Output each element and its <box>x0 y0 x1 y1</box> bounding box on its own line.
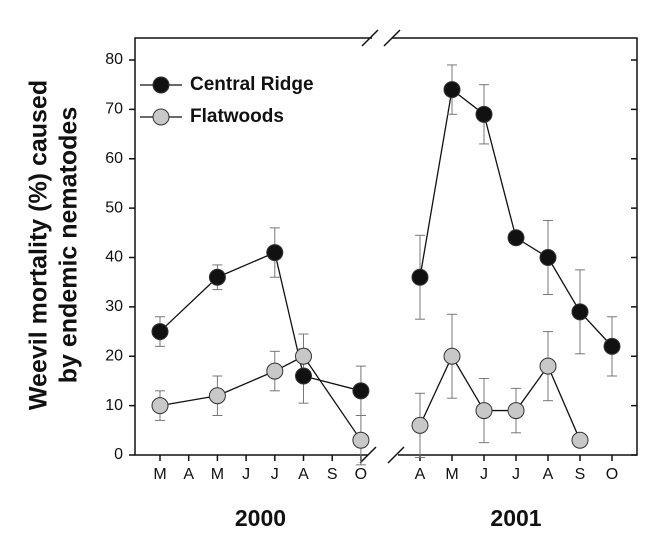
marker <box>507 229 525 247</box>
marker <box>266 244 284 262</box>
series-line <box>547 365 581 441</box>
axis-frame <box>134 29 638 464</box>
legend-label: Flatwoods <box>190 106 284 127</box>
y-axis-label: Weevil mortality (%) caused <box>25 80 53 410</box>
marker <box>475 402 493 420</box>
marker <box>295 367 312 385</box>
x-tick-label: A <box>543 466 554 483</box>
y-tick-label: 40 <box>105 249 123 266</box>
y-tick-label: 10 <box>105 397 123 414</box>
marker <box>539 357 557 375</box>
series-line <box>419 89 453 278</box>
y-tick-label: 0 <box>114 446 123 463</box>
x-tick-label: O <box>355 466 367 483</box>
series-line <box>217 370 276 397</box>
marker <box>266 362 284 380</box>
marker <box>443 347 461 365</box>
y-tick-label: 20 <box>105 347 123 364</box>
period-label: 2001 <box>490 505 541 531</box>
x-tick-label: J <box>512 466 520 483</box>
marker <box>208 387 226 405</box>
marker <box>571 303 589 321</box>
x-tick-label: M <box>153 466 166 483</box>
marker <box>507 402 525 420</box>
series-line <box>217 251 276 278</box>
marker <box>295 347 312 365</box>
x-tick-label: O <box>606 466 618 483</box>
x-tick-label: A <box>183 466 194 483</box>
x-tick-label: J <box>480 466 488 483</box>
series-line <box>159 395 218 407</box>
x-tick-label: A <box>415 466 426 483</box>
y-tick-label: 60 <box>105 150 123 167</box>
y-axis-label: by endemic nematodes <box>55 107 83 383</box>
x-tick-label: M <box>211 466 224 483</box>
marker <box>603 337 621 355</box>
series-line <box>547 257 581 313</box>
series-line <box>419 355 453 426</box>
x-tick-label: S <box>327 466 338 483</box>
series-line <box>515 365 549 411</box>
y-tick-label: 30 <box>105 298 123 315</box>
series-line <box>302 355 362 441</box>
period-label: 2000 <box>235 505 286 531</box>
x-tick-label: A <box>298 466 309 483</box>
series-line <box>483 114 517 238</box>
legend-marker <box>152 76 170 94</box>
x-tick-label: J <box>271 466 279 483</box>
series-line <box>159 276 218 333</box>
marker <box>411 268 429 286</box>
y-tick-label: 80 <box>105 51 123 68</box>
x-tick-label: J <box>242 466 250 483</box>
marker <box>151 397 169 415</box>
marker <box>208 268 226 286</box>
marker <box>411 416 429 434</box>
legend-label: Central Ridge <box>190 74 314 95</box>
series-line <box>451 355 485 411</box>
marker <box>475 105 493 123</box>
y-tick-label: 70 <box>105 101 123 118</box>
marker <box>571 431 589 449</box>
marker <box>151 323 169 341</box>
marker <box>539 249 557 266</box>
legend-marker <box>152 108 170 126</box>
marker <box>352 382 370 400</box>
marker <box>443 81 461 99</box>
x-tick-label: M <box>445 466 458 483</box>
x-tick-label: S <box>575 466 586 483</box>
y-tick-label: 50 <box>105 199 123 216</box>
series-line <box>303 375 362 392</box>
marker <box>352 431 370 449</box>
